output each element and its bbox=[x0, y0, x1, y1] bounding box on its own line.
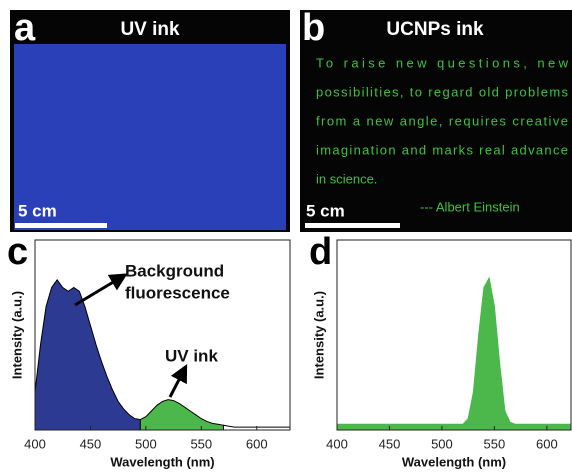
scale-label: 5 cm bbox=[306, 201, 345, 220]
y-axis-label: Intensity (a.u.) bbox=[9, 291, 24, 379]
quote-line: imagination and marks real advance bbox=[316, 142, 568, 157]
x-tick-label: 450 bbox=[80, 436, 102, 451]
figure: a UV ink 5 cm b UCNPs ink To raise new q… bbox=[0, 0, 572, 473]
x-tick-label: 550 bbox=[484, 436, 506, 451]
x-tick-label: 600 bbox=[536, 436, 558, 451]
scale-bar bbox=[15, 223, 107, 228]
panel-letter: b bbox=[302, 7, 325, 49]
x-tick-label: 450 bbox=[379, 436, 401, 451]
quote-line: possibilities, to regard old problems bbox=[316, 84, 569, 99]
annotation: Background bbox=[125, 261, 224, 280]
panel-letter: c bbox=[7, 231, 28, 273]
x-tick-label: 400 bbox=[24, 436, 46, 451]
spectrum-area bbox=[140, 400, 223, 430]
photo-title: UCNPs ink bbox=[386, 19, 484, 40]
quote-line: from a new angle, requires creative bbox=[316, 113, 568, 128]
y-axis-label: Intensity (a.u.) bbox=[311, 291, 326, 379]
quote-line: in science. bbox=[316, 171, 377, 186]
panel-letter: d bbox=[309, 231, 332, 273]
scale-label: 5 cm bbox=[18, 201, 57, 220]
quote-line: To raise new questions, new bbox=[316, 55, 569, 70]
x-tick-label: 550 bbox=[190, 436, 212, 451]
scale-bar bbox=[305, 223, 400, 228]
x-tick-label: 500 bbox=[431, 436, 453, 451]
x-tick-label: 600 bbox=[246, 436, 268, 451]
annotation: fluorescence bbox=[125, 283, 230, 302]
signature: --- Albert Einstein bbox=[420, 199, 520, 214]
x-tick-label: 500 bbox=[135, 436, 157, 451]
x-axis-label: Wavelength (nm) bbox=[402, 454, 506, 469]
annotation: UV ink bbox=[165, 346, 218, 365]
photo-title: UV ink bbox=[120, 19, 180, 40]
spectrum-area bbox=[337, 278, 571, 430]
panel-letter: a bbox=[14, 7, 36, 49]
x-tick-label: 400 bbox=[326, 436, 348, 451]
annotation-arrow bbox=[170, 372, 183, 397]
axes-frame bbox=[337, 240, 571, 430]
annotation-arrow bbox=[75, 278, 120, 305]
x-axis-label: Wavelength (nm) bbox=[110, 454, 214, 469]
